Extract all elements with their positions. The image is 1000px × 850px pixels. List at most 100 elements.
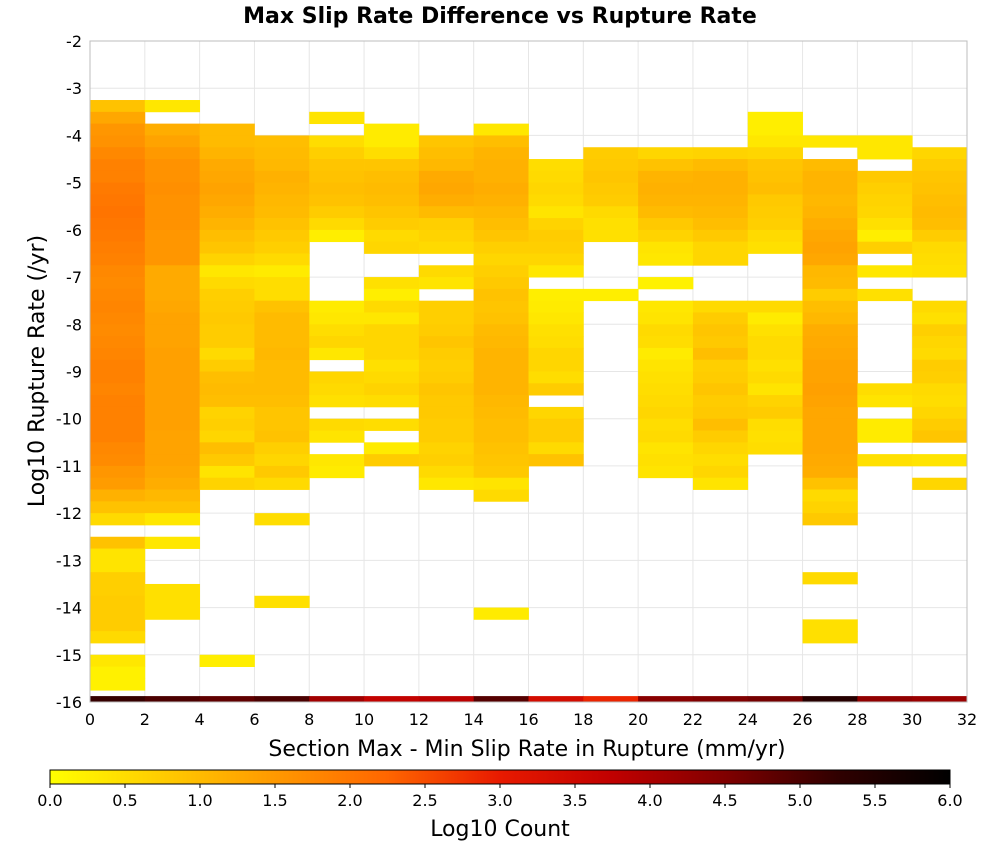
heatmap-cell	[473, 300, 529, 313]
heatmap-cell	[528, 454, 584, 467]
heatmap-cell	[912, 170, 968, 184]
heatmap-cell	[802, 229, 858, 243]
heatmap-cell	[254, 182, 310, 195]
heatmap-cell	[912, 336, 968, 349]
y-tick-label: -14	[56, 599, 82, 618]
heatmap-cell	[144, 170, 201, 184]
heatmap-cell	[199, 300, 255, 313]
heatmap-cell	[473, 253, 529, 266]
heatmap-cell	[90, 395, 146, 408]
heatmap-cell	[364, 170, 420, 184]
heatmap-cell	[802, 324, 858, 337]
heatmap-cell	[418, 395, 475, 408]
heatmap-cell	[912, 359, 968, 372]
heatmap-cell	[199, 229, 255, 243]
heatmap-cell	[912, 430, 968, 443]
heatmap-cell	[802, 241, 858, 254]
heatmap-cell	[802, 312, 858, 325]
heatmap-cell	[802, 135, 858, 148]
heatmap-cell	[364, 159, 420, 172]
heatmap-cell	[418, 406, 475, 420]
heatmap-cell	[912, 182, 968, 195]
heatmap-cell	[912, 454, 968, 467]
heatmap-cell	[912, 300, 968, 313]
heatmap-cell	[90, 465, 146, 479]
bottom-row-cell	[802, 696, 858, 702]
heatmap-cell	[747, 206, 803, 219]
bottom-row-cell	[144, 696, 201, 702]
heatmap-cell	[912, 194, 968, 207]
heatmap-cell	[254, 442, 310, 455]
heatmap-cell	[747, 111, 803, 125]
heatmap-cell	[692, 406, 749, 420]
heatmap-cell	[802, 406, 858, 420]
heatmap-cell	[309, 111, 365, 125]
y-tick-label: -9	[66, 363, 82, 382]
heatmap-cell	[857, 182, 913, 195]
heatmap-cell	[802, 501, 858, 514]
heatmap-cell	[638, 229, 694, 243]
heatmap-cell	[692, 253, 749, 266]
heatmap-cell	[802, 288, 858, 302]
colorbar-tick-label: 6.0	[937, 791, 962, 810]
heatmap-cell	[418, 442, 475, 455]
heatmap-cell	[309, 430, 365, 443]
heatmap-cell	[912, 371, 968, 384]
heatmap-cell	[528, 300, 584, 313]
heatmap-cell	[90, 430, 146, 443]
y-tick-label: -16	[56, 693, 82, 712]
heatmap-cell	[364, 288, 420, 302]
heatmap-cell	[473, 170, 529, 184]
heatmap-cell	[528, 182, 584, 195]
y-tick-label: -4	[66, 126, 82, 145]
heatmap-cell	[254, 465, 310, 479]
heatmap-cell	[857, 170, 913, 184]
heatmap-cell	[90, 371, 146, 384]
heatmap-cell	[638, 371, 694, 384]
heatmap-cell	[802, 300, 858, 313]
bottom-row-cell	[638, 696, 694, 702]
bottom-row-cell	[692, 696, 749, 702]
colorbar-tick-label: 4.0	[637, 791, 662, 810]
heatmap-cell	[912, 241, 968, 254]
heatmap-cell	[364, 206, 420, 219]
heatmap-cell	[254, 477, 310, 490]
heatmap-cell	[802, 477, 858, 490]
heatmap-cell	[254, 595, 310, 608]
heatmap-cell	[199, 312, 255, 325]
bottom-row-cell	[254, 696, 310, 702]
heatmap-cell	[692, 347, 749, 361]
heatmap-cell	[692, 477, 749, 490]
heatmap-cell	[473, 477, 529, 490]
heatmap-cell	[747, 123, 803, 136]
heatmap-cell	[747, 406, 803, 420]
heatmap-cell	[692, 229, 749, 243]
heatmap-cell	[857, 218, 913, 231]
heatmap-cell	[802, 182, 858, 195]
heatmap-cell	[90, 477, 146, 490]
heatmap-cell	[418, 194, 475, 207]
heatmap-cell	[692, 147, 749, 160]
heatmap-cell	[144, 489, 201, 502]
x-tick-label: 8	[304, 710, 314, 729]
heatmap-cell	[473, 371, 529, 384]
heatmap-cell	[473, 265, 529, 278]
heatmap-cell	[912, 347, 968, 361]
heatmap-cell	[528, 324, 584, 337]
heatmap-cell	[254, 194, 310, 207]
heatmap-cell	[912, 395, 968, 408]
heatmap-cell	[473, 347, 529, 361]
heatmap-cell	[364, 324, 420, 337]
heatmap-cell	[90, 312, 146, 325]
heatmap-cell	[802, 371, 858, 384]
heatmap-cell	[144, 312, 201, 325]
x-tick-label: 28	[847, 710, 867, 729]
heatmap-cell	[199, 182, 255, 195]
heatmap-cell	[199, 253, 255, 266]
heatmap-cell	[692, 194, 749, 207]
heatmap-cell	[364, 371, 420, 384]
heatmap-cell	[309, 336, 365, 349]
heatmap-cell	[473, 241, 529, 254]
heatmap-cell	[254, 430, 310, 443]
heatmap-cell	[309, 371, 365, 384]
